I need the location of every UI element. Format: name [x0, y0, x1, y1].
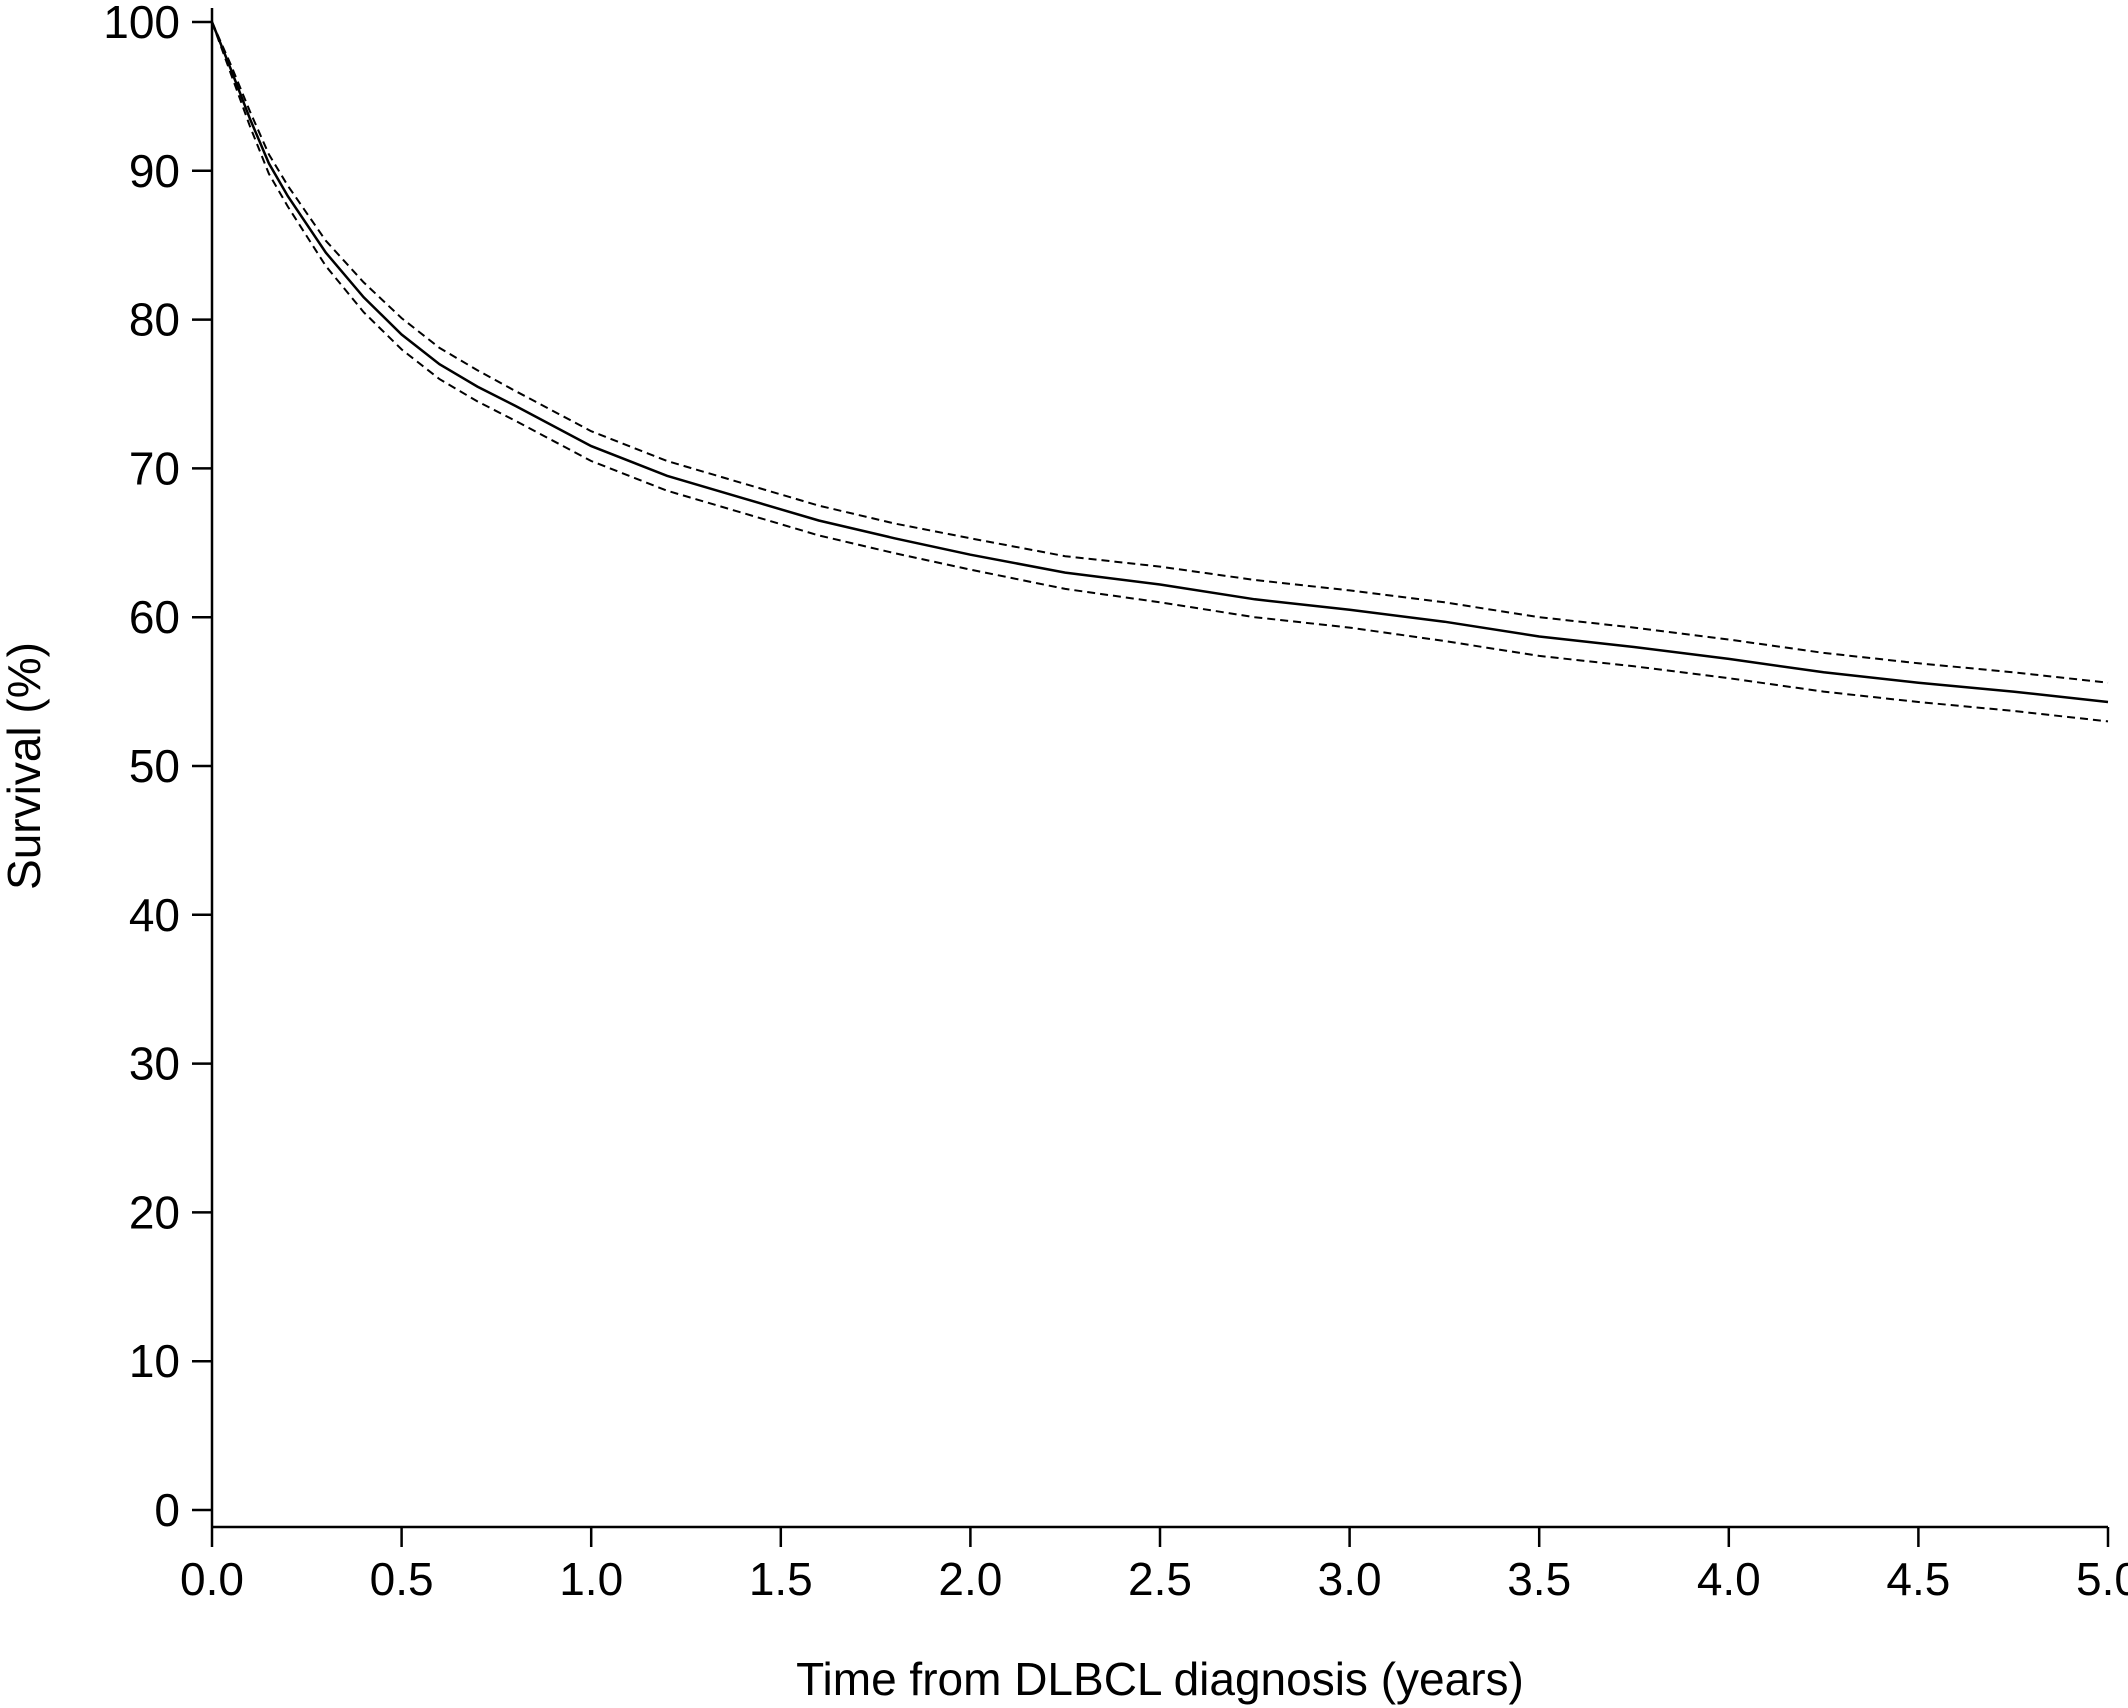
curves — [210, 21, 2109, 723]
x-tick-label: 1.0 — [559, 1553, 623, 1605]
x-tick-label: 4.0 — [1697, 1553, 1761, 1605]
survival-ci-line-1 — [211, 21, 2109, 684]
y-tick-label: 80 — [129, 294, 180, 346]
y-tick-label: 0 — [154, 1484, 180, 1536]
x-tick-label: 5.0 — [2076, 1553, 2128, 1605]
y-tick-label: 20 — [129, 1186, 180, 1238]
y-tick-label: 70 — [129, 442, 180, 494]
y-ticks: 0 10 20 30 40 50 60 70 80 90 100 — [103, 0, 212, 1536]
y-axis-title: Survival (%) — [0, 642, 50, 890]
x-tick-label: 0.0 — [180, 1553, 244, 1605]
y-tick-label: 40 — [129, 889, 180, 941]
y-tick-label: 50 — [129, 740, 180, 792]
x-tick-label: 1.5 — [749, 1553, 813, 1605]
y-tick-label: 10 — [129, 1335, 180, 1387]
x-tick-label: 3.0 — [1318, 1553, 1382, 1605]
x-tick-label: 2.0 — [938, 1553, 1002, 1605]
x-axis-title: Time from DLBCL diagnosis (years) — [796, 1653, 1524, 1705]
y-tick-label: 30 — [129, 1038, 180, 1090]
axes — [210, 8, 2108, 1529]
y-tick-label: 60 — [129, 591, 180, 643]
x-ticks: 0.0 0.5 1.0 1.5 2.0 2.5 3.0 3.5 4.0 4.5 5.0 — [180, 1527, 2128, 1605]
x-tick-label: 2.5 — [1128, 1553, 1192, 1605]
y-tick-label: 90 — [129, 145, 180, 197]
survival-ci-line-2 — [211, 21, 2109, 723]
x-tick-label: 0.5 — [370, 1553, 434, 1605]
x-tick-label: 3.5 — [1507, 1553, 1571, 1605]
y-tick-label: 100 — [103, 0, 180, 48]
survival-curve-line — [210, 21, 2109, 704]
x-tick-label: 4.5 — [1886, 1553, 1950, 1605]
